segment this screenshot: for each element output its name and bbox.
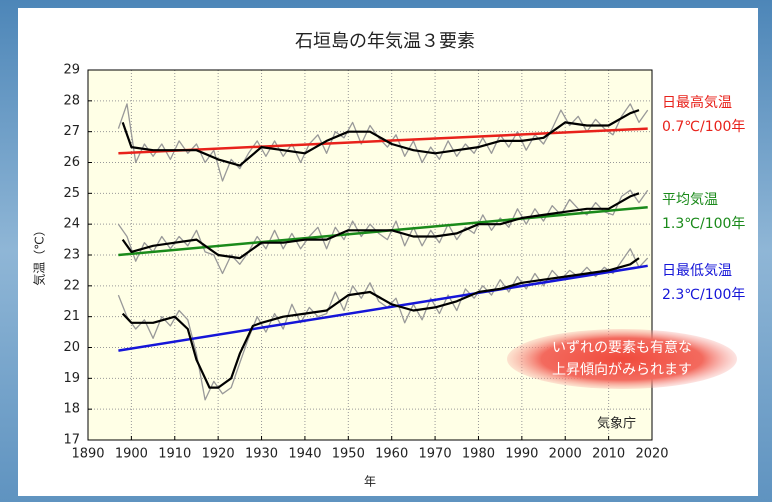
chart-title: 石垣島の年気温３要素 [295,31,475,52]
x-tick-label: 1930 [245,447,278,462]
trend-label: 2.3℃/100年 [662,287,745,303]
x-tick-label: 1970 [419,447,452,462]
y-tick-label: 19 [63,371,80,386]
y-tick-label: 27 [63,124,80,139]
y-tick-label: 24 [63,217,80,232]
smoothed-line [121,109,640,167]
x-tick-label: 2020 [635,447,668,462]
x-tick-label: 2000 [549,447,582,462]
series-label: 平均気温 [662,192,718,208]
x-tick-label: 1940 [288,447,321,462]
trend-line [118,127,648,155]
annotation: いずれの要素も有意な [552,339,692,356]
x-tick-label: 1890 [71,447,104,462]
y-tick-label: 20 [63,340,80,355]
y-tick-label: 22 [63,278,80,293]
y-tick-label: 29 [63,63,80,78]
trend-label: 0.7℃/100年 [662,119,745,135]
y-axis-label: 気温（℃） [32,224,47,285]
series-label: 日最低気温 [662,263,732,279]
x-tick-label: 1950 [332,447,365,462]
series-label: 日最高気温 [662,94,732,111]
y-tick-label: 18 [63,402,80,417]
y-tick-label: 17 [63,433,80,448]
x-tick-label: 1990 [505,447,538,462]
x-axis-label: 年 [364,475,376,489]
x-tick-label: 1900 [115,447,148,462]
x-tick-label: 2010 [592,447,625,462]
y-tick-label: 25 [63,186,80,201]
y-tick-label: 23 [63,248,80,263]
trend-line [118,264,648,352]
plot-border [87,69,653,441]
callout [507,329,737,389]
y-tick-label: 26 [63,155,80,170]
lines [117,103,649,401]
annual-line [117,103,649,182]
x-tick-label: 1920 [202,447,235,462]
y-tick-label: 21 [63,309,80,324]
source: 気象庁 [597,416,636,432]
trend-label: 1.3℃/100年 [662,216,745,232]
smoothed-line [121,192,640,260]
x-tick-label: 1910 [158,447,191,462]
smoothed-line [121,257,640,389]
annotation: 上昇傾向がみられます [552,362,692,378]
x-tick-label: 1960 [375,447,408,462]
x-tick-label: 1980 [462,447,495,462]
y-tick-label: 28 [63,93,80,108]
